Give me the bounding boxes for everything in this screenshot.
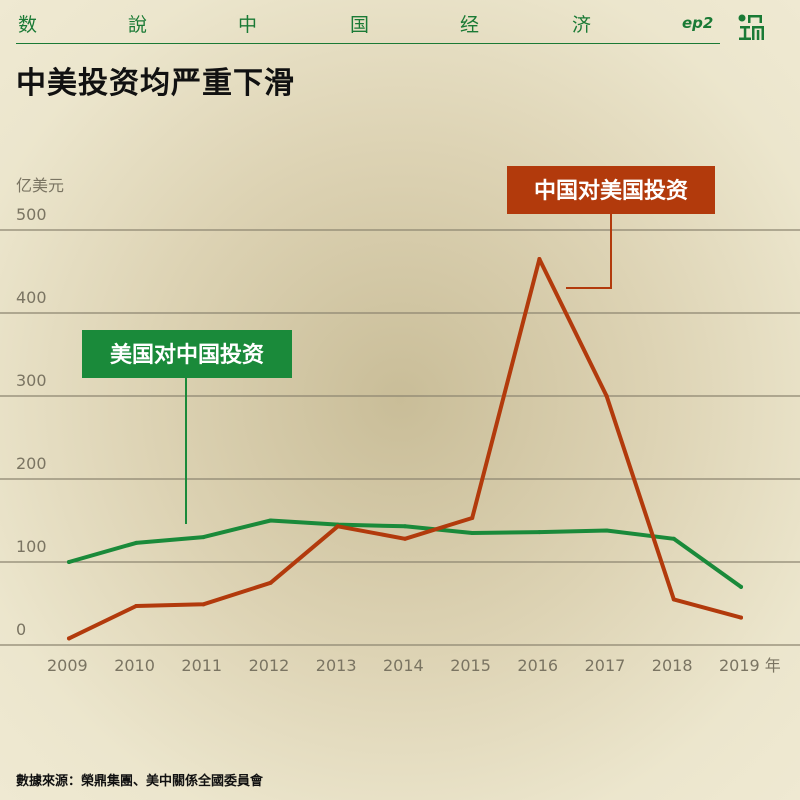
data-point: [470, 530, 475, 535]
x-tick-label: 2019 年: [719, 656, 781, 675]
x-tick-label: 2017: [585, 656, 626, 675]
data-point: [335, 524, 340, 529]
data-point: [671, 536, 676, 541]
series-char: 說: [128, 14, 149, 36]
legend-label-us-to-china: 美国对中国投资: [110, 342, 264, 368]
data-point: [537, 257, 542, 262]
y-tick-label: 400: [16, 288, 47, 307]
data-point: [67, 560, 71, 564]
data-point: [201, 602, 206, 607]
data-point: [739, 584, 743, 589]
data-point: [268, 580, 273, 585]
data-point: [403, 536, 407, 541]
data-point: [604, 394, 609, 398]
data-point: [537, 530, 542, 535]
series-char: 中: [238, 14, 259, 36]
x-tick-label: 2018: [652, 656, 693, 675]
x-tick-label: 2013: [316, 656, 357, 675]
legend-label-china-to-us: 中国对美国投资: [534, 178, 688, 204]
x-tick-label: 2009: [47, 656, 88, 675]
legend-label-box: [507, 166, 715, 214]
series-char: 经: [460, 14, 481, 36]
data-point: [201, 535, 206, 540]
data-point: [403, 524, 407, 529]
series-line-2: [67, 257, 743, 641]
data-point: [604, 528, 609, 533]
y-tick-label: 500: [16, 205, 47, 224]
data-point: [134, 540, 139, 545]
data-point: [268, 518, 273, 523]
series-char: 国: [350, 14, 371, 36]
series-title-bar: 数 說 中 国 经 济: [0, 8, 800, 38]
x-tick-label: 2011: [181, 656, 222, 675]
page-title: 中美投资均严重下滑: [16, 66, 295, 101]
y-tick-label: 0: [16, 620, 26, 639]
legend-label-box: [82, 330, 292, 378]
brand-logo-icon: [738, 14, 764, 40]
data-point: [470, 516, 475, 521]
y-tick-label: 300: [16, 371, 47, 390]
data-point: [67, 636, 71, 641]
y-axis-unit-label: 亿美元: [16, 176, 64, 195]
header-divider: [16, 43, 720, 44]
x-tick-label: 2016: [517, 656, 558, 675]
legend-leader-line: [566, 214, 612, 289]
y-tick-label: 200: [16, 454, 47, 473]
series-char: 数: [18, 14, 39, 36]
x-tick-label: 2015: [450, 656, 491, 675]
data-point: [671, 597, 676, 602]
x-tick-label: 2014: [383, 656, 424, 675]
x-tick-label: 2010: [114, 656, 155, 675]
data-point: [739, 615, 743, 620]
episode-label: ep2: [682, 14, 714, 32]
series-line-1: [67, 518, 743, 589]
x-tick-label: 2012: [249, 656, 290, 675]
y-tick-label: 100: [16, 537, 47, 556]
source-note: 數據來源：榮鼎集團、美中關係全國委員會: [16, 774, 264, 789]
series-char: 济: [572, 14, 593, 36]
data-point: [134, 603, 139, 608]
